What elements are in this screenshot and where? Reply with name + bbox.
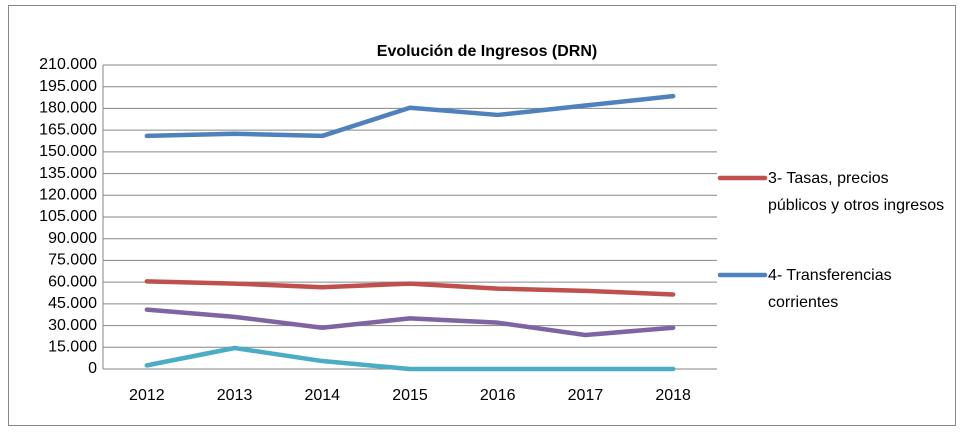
x-tick-label: 2013 — [217, 387, 253, 404]
chart-frame — [8, 5, 956, 426]
y-tick-label: 120.000 — [39, 187, 97, 204]
y-tick-label: 195.000 — [39, 78, 97, 95]
y-tick-label: 0 — [88, 360, 97, 377]
x-tick-label: 2017 — [568, 387, 604, 404]
legend-label: 3- Tasas, precios públicos y otros ingre… — [768, 170, 945, 214]
y-tick-label: 60.000 — [48, 273, 97, 290]
x-tick-label: 2015 — [392, 387, 428, 404]
y-tick-label: 105.000 — [39, 208, 97, 225]
y-tick-label: 165.000 — [39, 121, 97, 138]
x-tick-label: 2016 — [480, 387, 516, 404]
legend-label: 4- Transferencias corrientes — [768, 267, 892, 311]
y-tick-label: 135.000 — [39, 165, 97, 182]
y-tick-label: 45.000 — [48, 295, 97, 312]
series-line — [144, 93, 676, 139]
y-tick-label: 150.000 — [39, 143, 97, 160]
series-line — [144, 307, 676, 338]
series-line — [144, 279, 676, 297]
y-tick-label: 210.000 — [39, 56, 97, 73]
y-tick-label: 15.000 — [48, 339, 97, 356]
series-line — [144, 345, 676, 372]
y-tick-label: 90.000 — [48, 230, 97, 247]
x-tick-label: 2018 — [655, 387, 691, 404]
y-tick-label: 75.000 — [48, 252, 97, 269]
chart-title: Evolución de Ingresos (DRN) — [377, 43, 597, 60]
x-tick-label: 2014 — [304, 387, 340, 404]
x-tick-label: 2012 — [129, 387, 165, 404]
y-tick-label: 30.000 — [48, 317, 97, 334]
y-tick-label: 180.000 — [39, 100, 97, 117]
